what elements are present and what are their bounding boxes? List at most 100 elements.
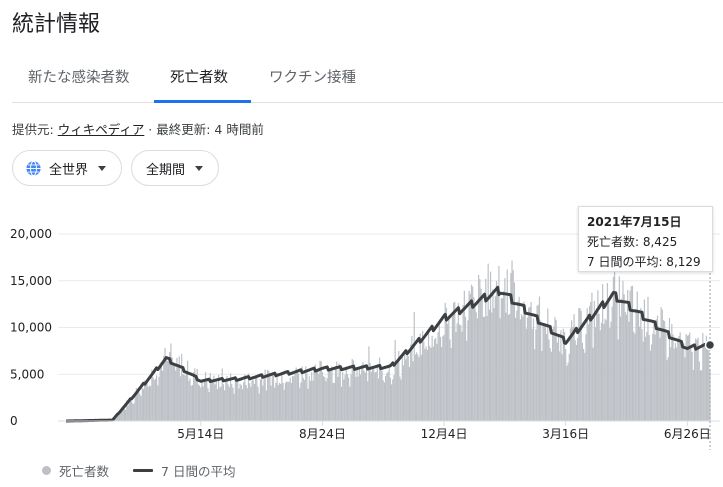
deaths-bar: [680, 340, 682, 421]
deaths-bar: [245, 385, 247, 421]
deaths-bar: [141, 388, 143, 421]
deaths-bar: [451, 316, 453, 421]
deaths-bar: [226, 375, 228, 421]
deaths-bar: [541, 350, 543, 421]
deaths-bar: [629, 290, 631, 421]
deaths-bar: [419, 333, 421, 421]
deaths-bar: [370, 371, 372, 421]
tab-selected-indicator: [154, 100, 251, 103]
deaths-bar: [278, 382, 281, 421]
deaths-bar: [656, 315, 659, 421]
deaths-bar: [301, 366, 303, 421]
deaths-bar: [296, 370, 298, 421]
tab-new-cases[interactable]: 新たな感染者数: [28, 70, 130, 86]
deaths-bar: [637, 311, 640, 421]
deaths-bar: [470, 284, 473, 421]
deaths-bar: [523, 301, 525, 421]
deaths-bar: [314, 364, 316, 421]
deaths-bar: [513, 282, 516, 421]
deaths-bar: [381, 371, 383, 421]
deaths-bar: [702, 332, 704, 421]
deaths-bar: [280, 383, 282, 421]
deaths-bar: [507, 314, 510, 421]
deaths-bar: [228, 387, 230, 421]
tab-vaccination[interactable]: ワクチン接種: [269, 70, 356, 86]
chevron-down-icon: [195, 165, 204, 171]
deaths-bar: [449, 339, 451, 421]
deaths-bar: [282, 382, 284, 421]
deaths-bar: [641, 329, 643, 421]
deaths-bar: [221, 368, 223, 421]
deaths-bar: [693, 350, 696, 421]
deaths-bar: [142, 388, 145, 421]
deaths-bar: [494, 296, 496, 421]
deaths-bar: [340, 386, 343, 421]
wikipedia-link[interactable]: ウィキペディア: [57, 122, 145, 137]
deaths-bar: [392, 379, 394, 421]
tooltip-deaths: 死亡者数: 8,425: [587, 235, 678, 249]
deaths-bar: [697, 337, 699, 421]
deaths-bar: [464, 316, 467, 421]
deaths-bar: [636, 291, 638, 421]
deaths-bar: [557, 334, 560, 421]
deaths-bar: [515, 317, 517, 421]
chart-legend: 死亡者数 7 日間の平均: [42, 461, 235, 480]
deaths-bar: [529, 306, 531, 421]
deaths-bar: [152, 377, 154, 421]
deaths-bar: [241, 389, 244, 421]
deaths-bar: [129, 397, 131, 421]
deaths-bar: [437, 332, 439, 421]
deaths-bar: [380, 369, 382, 421]
deaths-bar: [522, 316, 524, 421]
deaths-bar: [447, 323, 449, 421]
deaths-bar: [407, 355, 409, 421]
deaths-bar: [497, 295, 499, 421]
deaths-bar: [639, 326, 641, 421]
x-tick-label: 3月16日: [542, 427, 589, 441]
deaths-bar: [371, 367, 374, 421]
deaths-bar: [198, 385, 201, 421]
deaths-bar: [344, 374, 346, 421]
deaths-bar: [410, 344, 412, 421]
deaths-bar: [214, 384, 216, 421]
deaths-bar: [299, 387, 301, 421]
deaths-bar: [433, 339, 436, 421]
deaths-bar: [565, 349, 567, 421]
deaths-bar: [643, 299, 646, 421]
average-legend-label: 7 日間の平均: [161, 464, 236, 479]
deaths-bar: [618, 276, 620, 421]
deaths-bar: [385, 376, 387, 421]
deaths-bar: [705, 335, 708, 421]
region-filter-button[interactable]: 全世界: [12, 150, 122, 186]
deaths-bar: [244, 374, 246, 421]
deaths-bar: [328, 368, 331, 421]
period-filter-button[interactable]: 全期間: [131, 150, 219, 186]
deaths-bar: [473, 297, 475, 421]
chevron-down-icon: [98, 165, 107, 171]
deaths-bar: [146, 379, 148, 421]
deaths-bar: [603, 324, 605, 421]
deaths-bar: [253, 383, 256, 421]
deaths-bar: [487, 263, 489, 421]
deaths-bar: [330, 369, 332, 421]
deaths-bar: [650, 344, 653, 421]
deaths-bar: [200, 387, 202, 421]
deaths-bar: [215, 381, 217, 421]
deaths-bar: [624, 311, 626, 421]
deaths-chart[interactable]: 20,000 15,000 10,000 5,000 0 5月14日 8月24日 12月4日 3…: [0, 205, 723, 455]
deaths-bar: [696, 339, 698, 421]
deaths-bar: [121, 408, 123, 421]
deaths-bar: [251, 380, 253, 421]
deaths-bar: [469, 293, 471, 421]
deaths-bar: [156, 375, 158, 421]
deaths-bar: [649, 350, 651, 421]
deaths-bar: [232, 387, 234, 421]
deaths-bar: [334, 366, 337, 421]
deaths-bar: [132, 403, 134, 421]
deaths-bar: [306, 373, 308, 421]
deaths-bar: [642, 341, 644, 421]
tab-deaths[interactable]: 死亡者数: [170, 70, 228, 86]
deaths-bar: [220, 386, 222, 421]
deaths-bar: [191, 385, 194, 421]
deaths-bar: [275, 382, 277, 421]
